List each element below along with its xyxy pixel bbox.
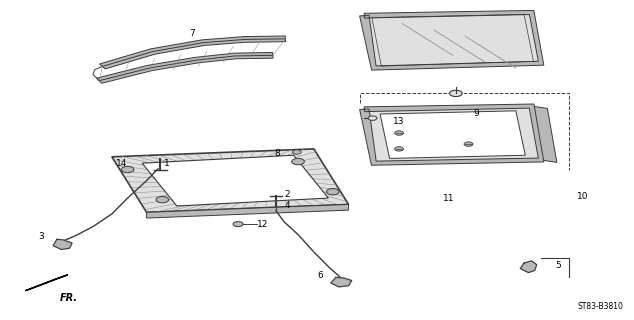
Polygon shape: [532, 106, 557, 162]
Polygon shape: [146, 204, 349, 218]
Polygon shape: [25, 275, 68, 291]
Polygon shape: [359, 104, 544, 165]
Text: 2: 2: [284, 190, 290, 199]
Circle shape: [450, 90, 462, 97]
Polygon shape: [380, 111, 526, 158]
Text: 4: 4: [284, 202, 290, 211]
Text: 5: 5: [555, 261, 561, 270]
Circle shape: [292, 150, 301, 154]
Circle shape: [394, 131, 403, 135]
Polygon shape: [359, 10, 544, 70]
Circle shape: [233, 221, 243, 227]
Text: 6: 6: [318, 271, 323, 280]
Polygon shape: [365, 12, 541, 68]
Text: 8: 8: [274, 148, 280, 157]
Circle shape: [327, 188, 339, 195]
Polygon shape: [53, 239, 72, 250]
Text: 9: 9: [474, 108, 479, 117]
Text: 7: 7: [189, 28, 195, 38]
Text: 11: 11: [443, 194, 455, 203]
Polygon shape: [142, 155, 328, 206]
Text: 12: 12: [257, 220, 268, 228]
Polygon shape: [521, 261, 536, 273]
Circle shape: [464, 142, 473, 146]
Polygon shape: [331, 277, 352, 287]
Circle shape: [121, 166, 134, 173]
Polygon shape: [365, 106, 541, 163]
Text: FR.: FR.: [60, 293, 77, 303]
Polygon shape: [97, 52, 273, 83]
Text: 13: 13: [392, 117, 404, 126]
Circle shape: [156, 196, 169, 203]
Text: 1: 1: [164, 159, 170, 168]
Circle shape: [292, 158, 304, 165]
Text: 3: 3: [39, 232, 44, 241]
Circle shape: [368, 116, 377, 120]
Circle shape: [394, 147, 403, 151]
Text: ST83-B3810: ST83-B3810: [578, 302, 623, 311]
Text: 14: 14: [116, 159, 127, 168]
Polygon shape: [112, 149, 349, 212]
Text: 10: 10: [577, 192, 588, 201]
Polygon shape: [100, 36, 285, 69]
